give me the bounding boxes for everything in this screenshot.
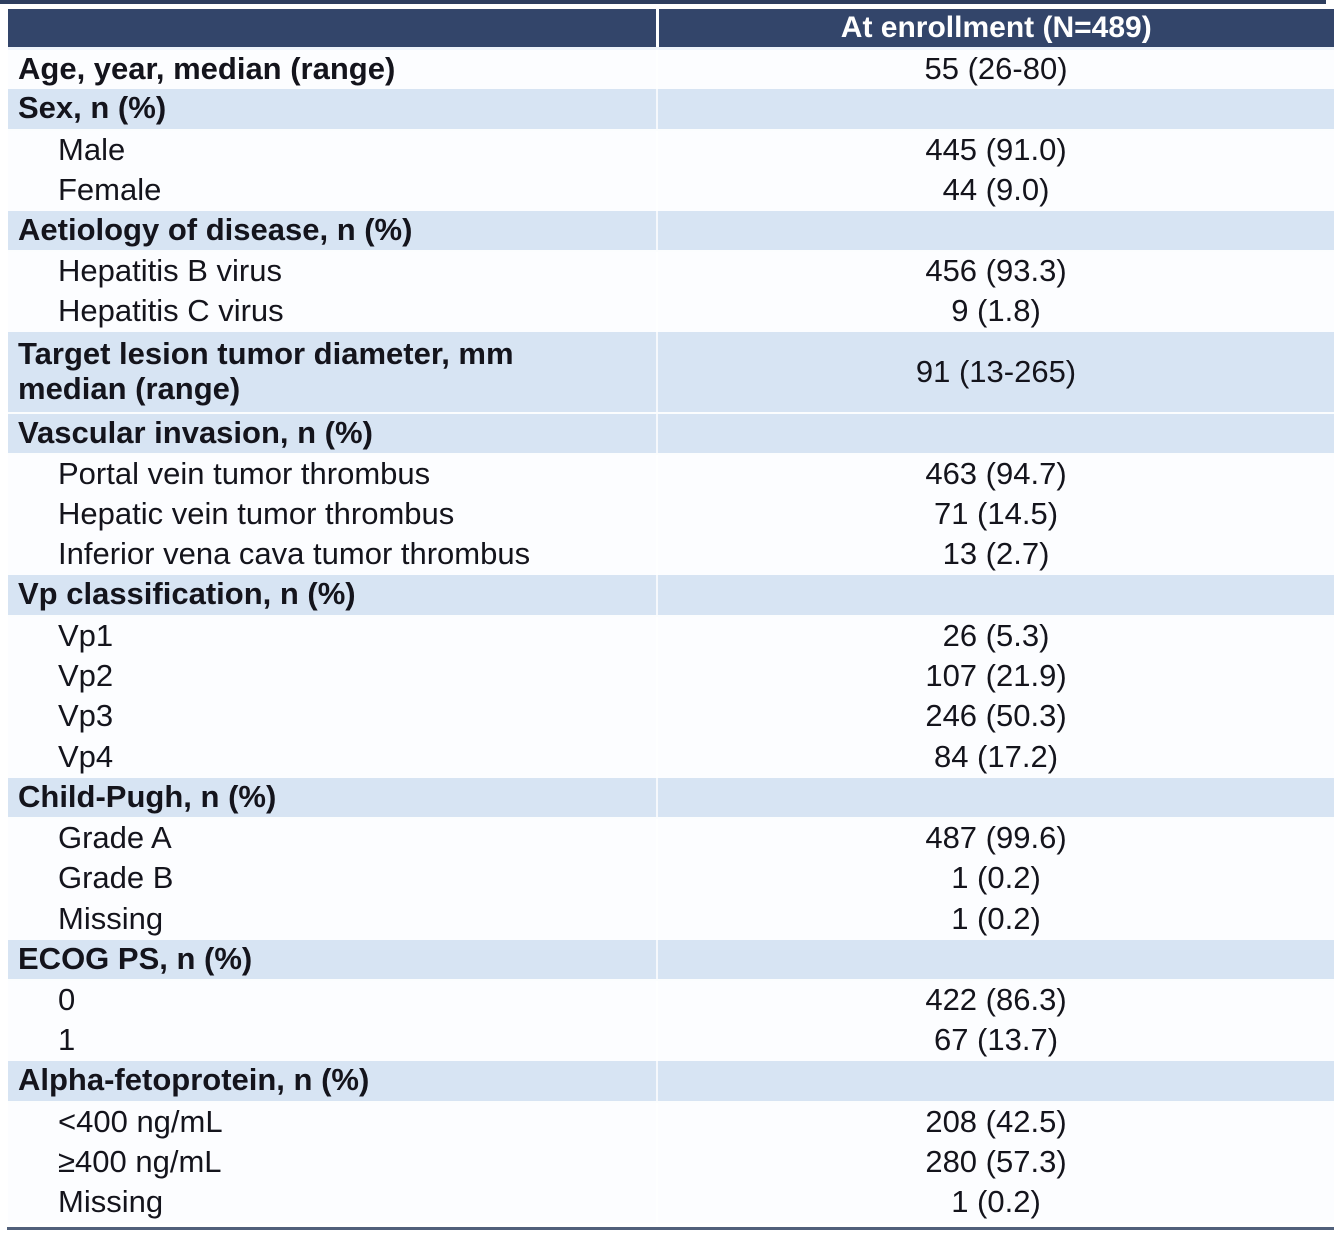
row-label: Missing [8, 899, 658, 940]
table-row: Vp1 26 (5.3) [8, 615, 1334, 656]
row-value: 44 (9.0) [657, 170, 1334, 211]
row-value: 487 (99.6) [657, 818, 1334, 859]
row-label: Portal vein tumor thrombus [8, 453, 658, 494]
table-row: ≥400 ng/mL 280 (57.3) [8, 1142, 1334, 1183]
header-at-enrollment-cell: At enrollment (N=489) [655, 9, 1334, 50]
row-value: 1 (0.2) [657, 1182, 1334, 1223]
row-label: Target lesion tumor diameter, mm median (… [8, 332, 658, 414]
table-row: Age, year, median (range) 55 (26-80) [8, 48, 1334, 89]
row-value: 71 (14.5) [657, 494, 1334, 535]
table-body: Age, year, median (range) 55 (26-80) Sex, … [8, 48, 1334, 1223]
row-value [657, 413, 1334, 455]
row-label: Male [8, 129, 658, 170]
row-label: Vascular invasion, n (%) [8, 413, 658, 455]
row-label: Vp3 [8, 696, 658, 737]
table-row: Grade A 487 (99.6) [8, 818, 1334, 859]
top-border-rule [0, 0, 1326, 4]
table-row: Hepatic vein tumor thrombus 71 (14.5) [8, 494, 1334, 535]
table-row: Sex, n (%) [8, 89, 1334, 131]
row-value [657, 89, 1334, 131]
row-value: 280 (57.3) [657, 1142, 1334, 1183]
row-value: 91 (13-265) [657, 332, 1334, 414]
row-value: 456 (93.3) [657, 251, 1334, 292]
row-label: Missing [8, 1182, 658, 1223]
row-label: Hepatic vein tumor thrombus [8, 494, 658, 535]
row-label: Hepatitis B virus [8, 251, 658, 292]
table-row: 0 422 (86.3) [8, 980, 1334, 1021]
row-value: 84 (17.2) [657, 737, 1334, 778]
row-label: Female [8, 170, 658, 211]
row-value: 9 (1.8) [657, 291, 1334, 332]
row-value: 67 (13.7) [657, 1020, 1334, 1061]
row-label: Hepatitis C virus [8, 291, 658, 332]
table-row: Male 445 (91.0) [8, 129, 1334, 170]
row-value: 246 (50.3) [657, 696, 1334, 737]
table-row: Missing 1 (0.2) [8, 899, 1334, 940]
table-row: Vp3 246 (50.3) [8, 696, 1334, 737]
row-value: 1 (0.2) [657, 899, 1334, 940]
row-label: Age, year, median (range) [8, 48, 658, 89]
row-label: Inferior vena cava tumor thrombus [8, 534, 658, 575]
table-row: Female 44 (9.0) [8, 170, 1334, 211]
table-row: Missing 1 (0.2) [8, 1182, 1334, 1223]
row-value: 422 (86.3) [657, 980, 1334, 1021]
row-label: ≥400 ng/mL [8, 1142, 658, 1183]
bottom-border-rule [7, 1227, 1334, 1230]
table-row: Vp4 84 (17.2) [8, 737, 1334, 778]
row-label: Vp classification, n (%) [8, 575, 658, 617]
table-row: Vp2 107 (21.9) [8, 656, 1334, 697]
table-row: Aetiology of disease, n (%) [8, 210, 1334, 252]
table-row: <400 ng/mL 208 (42.5) [8, 1101, 1334, 1142]
row-value: 26 (5.3) [657, 615, 1334, 656]
table-row: Hepatitis B virus 456 (93.3) [8, 251, 1334, 292]
table-row: Alpha-fetoprotein, n (%) [8, 1061, 1334, 1103]
row-label: Vp4 [8, 737, 658, 778]
row-value [657, 575, 1334, 617]
row-label: 1 [8, 1020, 658, 1061]
header-empty-cell [8, 9, 657, 50]
row-label: Grade A [8, 818, 658, 859]
table-row: 1 67 (13.7) [8, 1020, 1334, 1061]
row-value: 445 (91.0) [657, 129, 1334, 170]
row-label: <400 ng/mL [8, 1101, 658, 1142]
table-row: Vp classification, n (%) [8, 575, 1334, 617]
table-row: Vascular invasion, n (%) [8, 413, 1334, 455]
row-value [657, 939, 1334, 981]
row-label: Child-Pugh, n (%) [8, 777, 658, 819]
baseline-characteristics-table: At enrollment (N=489) Age, year, median … [8, 9, 1334, 1223]
row-value [657, 777, 1334, 819]
row-value: 1 (0.2) [657, 858, 1334, 899]
table-row: Hepatitis C virus 9 (1.8) [8, 291, 1334, 332]
table-row: Portal vein tumor thrombus 463 (94.7) [8, 453, 1334, 494]
table-row: Child-Pugh, n (%) [8, 777, 1334, 819]
row-value [657, 1061, 1334, 1103]
row-value: 463 (94.7) [657, 453, 1334, 494]
row-label: 0 [8, 980, 658, 1021]
row-value: 55 (26-80) [657, 48, 1334, 89]
row-label: Grade B [8, 858, 658, 899]
row-value: 107 (21.9) [657, 656, 1334, 697]
row-label: Alpha-fetoprotein, n (%) [8, 1061, 658, 1103]
header-row: At enrollment (N=489) [8, 9, 1334, 50]
table-row: Target lesion tumor diameter, mm median (… [8, 332, 1334, 414]
row-label: Aetiology of disease, n (%) [8, 210, 658, 252]
row-value: 208 (42.5) [657, 1101, 1334, 1142]
row-value [657, 210, 1334, 252]
table-row: Inferior vena cava tumor thrombus 13 (2.7… [8, 534, 1334, 575]
row-label: Sex, n (%) [8, 89, 658, 131]
table-row: ECOG PS, n (%) [8, 939, 1334, 981]
row-label: Vp1 [8, 615, 658, 656]
row-label: Vp2 [8, 656, 658, 697]
row-label: ECOG PS, n (%) [8, 939, 658, 981]
row-value: 13 (2.7) [657, 534, 1334, 575]
